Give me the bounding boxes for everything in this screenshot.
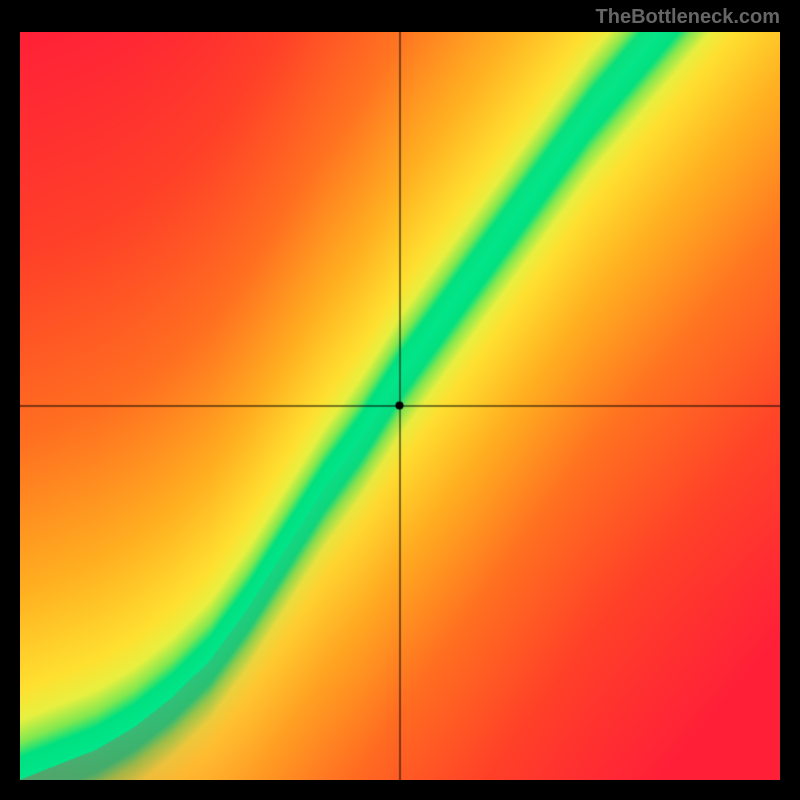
- heatmap-plot: [20, 32, 780, 780]
- heatmap-canvas: [20, 32, 780, 780]
- chart-container: TheBottleneck.com: [0, 0, 800, 800]
- watermark-text: TheBottleneck.com: [596, 6, 780, 29]
